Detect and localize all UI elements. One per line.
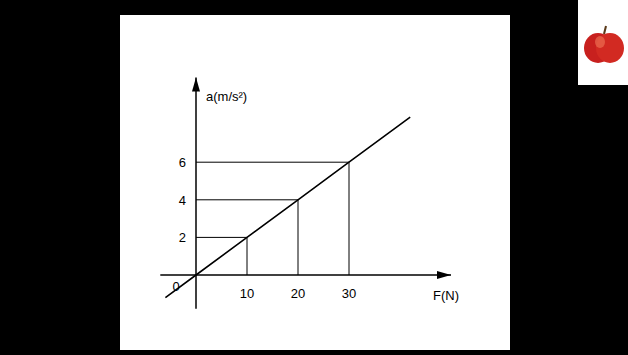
apple-right (596, 33, 624, 63)
x-tick-label: 30 (342, 286, 356, 301)
chart-root: a(m/s²)F(N)0102030246 (0, 0, 628, 355)
y-tick-label: 6 (179, 155, 186, 170)
v-guide (349, 162, 350, 275)
h-guide (196, 237, 247, 238)
x-arrow (437, 271, 451, 279)
x-axis-label: F(N) (433, 288, 459, 303)
apple-stem (604, 26, 606, 34)
data-line (165, 117, 410, 297)
axes (160, 78, 451, 309)
icon-bg (578, 0, 628, 85)
apple-shine (595, 36, 605, 48)
h-guide (196, 199, 298, 200)
x-axis (160, 274, 451, 276)
x-tick-label: 20 (291, 286, 305, 301)
panel (120, 15, 510, 350)
plot-area (165, 117, 410, 297)
v-guide (247, 237, 248, 275)
h-guide (196, 162, 349, 163)
y-tick-label: 2 (179, 230, 186, 245)
y-tick-label: 4 (179, 193, 186, 208)
v-guide (298, 200, 299, 275)
y-arrow (192, 78, 200, 92)
apple-icon (578, 0, 628, 85)
x-tick-label: 10 (240, 286, 254, 301)
y-axis-label: a(m/s²) (206, 89, 247, 104)
